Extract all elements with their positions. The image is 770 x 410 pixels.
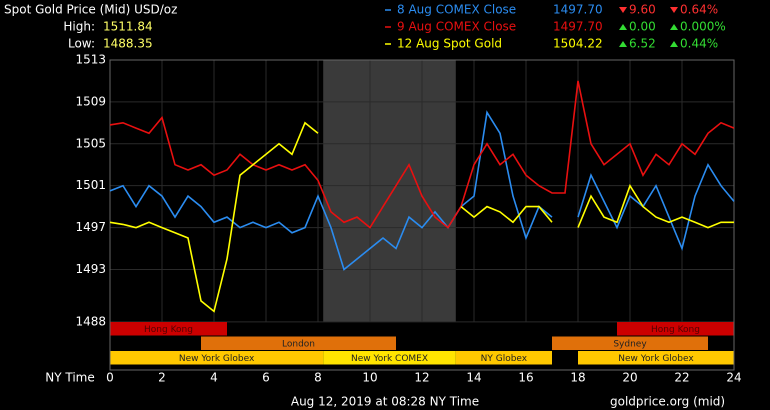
- x-tick-label: 2: [158, 371, 166, 385]
- session-label: NY Globex: [481, 354, 528, 364]
- legend-change: 9.60: [629, 3, 656, 17]
- session-bar: [323, 351, 456, 365]
- legend-close: 1504.22: [553, 37, 603, 51]
- session-shade: [323, 60, 456, 322]
- legend-pct: 0.44%: [680, 37, 718, 51]
- legend-close: 1497.70: [553, 20, 603, 34]
- legend-change: 0.00: [629, 20, 656, 34]
- x-tick-label: 24: [726, 371, 741, 385]
- change-arrow: [670, 7, 678, 13]
- session-bar: [552, 336, 708, 350]
- series-line: [109, 121, 734, 313]
- legend-close: 1497.70: [553, 3, 603, 17]
- session-bar: [455, 351, 552, 365]
- x-tick-label: 8: [314, 371, 322, 385]
- legend-change: 6.52: [629, 37, 656, 51]
- y-tick-label: 1509: [75, 94, 106, 108]
- y-tick-label: 1497: [75, 220, 106, 234]
- x-tick-label: 4: [210, 371, 218, 385]
- x-tick-label: 22: [674, 371, 689, 385]
- session-label: Hong Kong: [144, 325, 193, 335]
- high-value: 1511.84: [103, 20, 153, 34]
- low-label: Low:: [68, 37, 95, 51]
- session-bar: [578, 351, 734, 365]
- x-tick-label: 16: [518, 371, 533, 385]
- y-tick-label: 1513: [75, 53, 106, 67]
- x-tick-label: 18: [570, 371, 585, 385]
- y-tick-label: 1493: [75, 262, 106, 276]
- legend-name: 9 Aug COMEX Close: [397, 20, 516, 34]
- x-axis-label: NY Time: [45, 371, 95, 385]
- session-bar: [201, 336, 396, 350]
- session-bar: [110, 322, 227, 336]
- x-tick-label: 6: [262, 371, 270, 385]
- change-arrow: [619, 41, 627, 47]
- low-value: 1488.35: [103, 37, 153, 51]
- legend-name: 8 Aug COMEX Close: [397, 3, 516, 17]
- x-tick-label: 12: [414, 371, 429, 385]
- legend-pct: 0.000%: [680, 20, 726, 34]
- series-line: [109, 110, 735, 271]
- session-label: New York Globex: [179, 354, 255, 364]
- session-bar: [110, 351, 324, 365]
- change-arrow: [670, 24, 678, 30]
- session-bar: [617, 322, 734, 336]
- y-tick-label: 1488: [75, 314, 106, 328]
- high-label: High:: [63, 20, 95, 34]
- session-label: New York Globex: [618, 354, 694, 364]
- series-line: [109, 80, 735, 229]
- session-label: New York COMEX: [351, 354, 428, 364]
- session-label: Hong Kong: [651, 325, 700, 335]
- legend-pct: 0.64%: [680, 3, 718, 17]
- session-label: Sydney: [613, 339, 647, 349]
- session-label: London: [282, 339, 315, 349]
- change-arrow: [619, 24, 627, 30]
- change-arrow: [670, 41, 678, 47]
- change-arrow: [619, 7, 627, 13]
- plot-border: [109, 59, 735, 371]
- footer: Aug 12, 2019 at 08:28 NY Time: [291, 395, 479, 409]
- x-tick-label: 20: [622, 371, 637, 385]
- y-tick-label: 1501: [75, 178, 106, 192]
- x-tick-label: 0: [106, 371, 114, 385]
- y-tick-label: 1505: [75, 136, 106, 150]
- chart-title: Spot Gold Price (Mid) USD/oz: [4, 3, 177, 17]
- legend-name: 12 Aug Spot Gold: [397, 37, 502, 51]
- x-tick-label: 10: [362, 371, 377, 385]
- x-tick-label: 14: [466, 371, 481, 385]
- source: goldprice.org (mid): [610, 395, 725, 409]
